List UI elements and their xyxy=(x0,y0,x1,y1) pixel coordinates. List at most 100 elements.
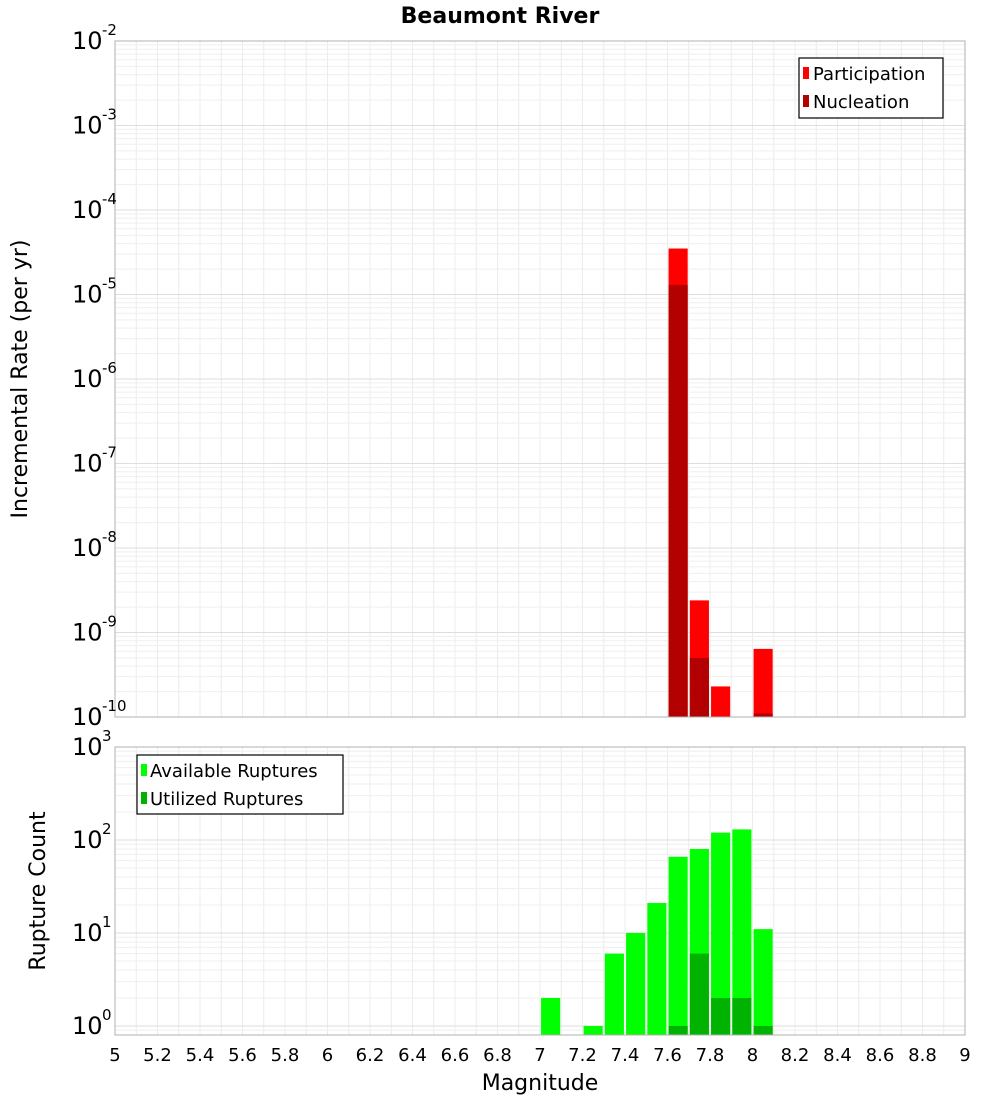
top-y-tick-exponent: -4 xyxy=(102,190,117,208)
utilized-ruptures-bar xyxy=(668,1025,688,1035)
top-y-tick-exponent: -10 xyxy=(102,697,127,715)
top-y-tick-label: 10 -2 xyxy=(72,21,117,55)
bottom-y-tick-base: 10 xyxy=(72,826,103,854)
x-tick-label: 8 xyxy=(747,1045,758,1066)
bottom-y-tick-exponent: 0 xyxy=(102,1006,112,1024)
top-y-tick-label: 10 -3 xyxy=(72,106,117,140)
x-tick-label: 8.4 xyxy=(823,1045,852,1066)
top-y-tick-label: 10 -4 xyxy=(72,190,117,224)
top-y-tick-exponent: -7 xyxy=(102,444,117,462)
top-y-tick-exponent: -6 xyxy=(102,359,117,377)
utilized-ruptures-bar xyxy=(711,997,731,1035)
bottom-y-tick-base: 10 xyxy=(72,919,103,947)
top-y-tick-label: 10 -8 xyxy=(72,528,117,562)
top-y-tick-base: 10 xyxy=(72,534,103,562)
available-ruptures-bar xyxy=(753,929,773,1035)
top-y-tick-base: 10 xyxy=(72,281,103,309)
top-y-tick-label: 10 -9 xyxy=(72,613,117,647)
nucleation-legend-swatch xyxy=(803,95,809,107)
top-y-tick-label: 10 -7 xyxy=(72,444,117,478)
utilized-ruptures-bar xyxy=(689,953,709,1035)
x-tick-label: 6.6 xyxy=(441,1045,470,1066)
available-ruptures-bar xyxy=(604,953,624,1035)
x-tick-label: 6 xyxy=(322,1045,333,1066)
x-tick-label: 5.8 xyxy=(271,1045,300,1066)
available-ruptures-bar xyxy=(583,1025,603,1035)
nucleation-legend-label: Nucleation xyxy=(813,92,909,113)
available-ruptures-bar xyxy=(732,829,752,1035)
bottom-y-tick-label: 10 3 xyxy=(72,727,112,761)
utilized-ruptures-legend-swatch xyxy=(141,792,147,804)
top-y-tick-label: 10 -6 xyxy=(72,359,117,393)
bottom-y-tick-base: 10 xyxy=(72,733,103,761)
bottom-legend-box xyxy=(136,754,344,815)
top-y-axis-label: Incremental Rate (per yr) xyxy=(8,240,33,519)
x-tick-label: 6.2 xyxy=(356,1045,385,1066)
x-tick-label: 6.8 xyxy=(483,1045,512,1066)
nucleation-bar xyxy=(753,713,773,717)
bottom-legend: Available Ruptures Utilized Ruptures xyxy=(136,754,344,815)
utilized-ruptures-legend-label: Utilized Ruptures xyxy=(150,789,303,810)
participation-legend-swatch xyxy=(803,67,809,79)
bottom-y-tick-label: 10 0 xyxy=(72,1006,112,1040)
top-y-tick-exponent: -2 xyxy=(102,21,117,39)
available-ruptures-legend-label: Available Ruptures xyxy=(150,761,318,782)
top-y-tick-base: 10 xyxy=(72,365,103,393)
participation-bar xyxy=(711,686,731,717)
x-tick-label: 6.4 xyxy=(398,1045,427,1066)
bottom-y-tick-exponent: 1 xyxy=(102,913,112,931)
nucleation-bar xyxy=(668,284,688,717)
bottom-y-axis-label: Rupture Count xyxy=(26,811,51,971)
x-tick-label: 5.6 xyxy=(228,1045,257,1066)
top-y-tick-exponent: -8 xyxy=(102,528,117,546)
top-y-tick-base: 10 xyxy=(72,703,103,731)
nucleation-bar xyxy=(689,657,709,717)
x-tick-label: 7.6 xyxy=(653,1045,682,1066)
available-ruptures-bar xyxy=(541,997,561,1035)
bottom-y-tick-exponent: 3 xyxy=(102,727,112,745)
utilized-ruptures-bar xyxy=(732,997,752,1035)
top-y-tick-exponent: -5 xyxy=(102,275,117,293)
available-ruptures-bar xyxy=(711,832,731,1035)
x-tick-label: 5.4 xyxy=(186,1045,215,1066)
available-ruptures-bar xyxy=(626,932,646,1035)
top-y-tick-exponent: -3 xyxy=(102,106,117,124)
bottom-plot-frame xyxy=(114,746,966,1036)
x-tick-label: 8.8 xyxy=(908,1045,937,1066)
x-tick-label: 8.2 xyxy=(781,1045,810,1066)
x-tick-label: 5.2 xyxy=(143,1045,172,1066)
bottom-bars xyxy=(541,829,773,1035)
top-y-tick-exponent: -9 xyxy=(102,613,117,631)
top-legend: Participation Nucleation xyxy=(798,57,944,119)
top-bars xyxy=(668,248,773,717)
x-tick-label: 7 xyxy=(534,1045,545,1066)
bottom-y-tick-exponent: 2 xyxy=(102,820,112,838)
utilized-ruptures-bar xyxy=(753,1025,773,1035)
top-y-tick-base: 10 xyxy=(72,196,103,224)
available-ruptures-bar xyxy=(647,903,667,1035)
x-axis-label: Magnitude xyxy=(482,1071,599,1096)
x-tick-label: 5 xyxy=(109,1045,120,1066)
top-grid xyxy=(114,40,966,718)
x-tick-label: 8.6 xyxy=(866,1045,895,1066)
participation-bar xyxy=(753,648,773,717)
x-tick-labels: 5 5.2 5.4 5.6 5.8 6 6.2 6.4 6.6 6.8 7 7.2 7.4 7.6 7.8 8… xyxy=(109,1045,970,1066)
available-ruptures-bar xyxy=(668,856,688,1035)
top-legend-box xyxy=(798,57,944,119)
participation-legend-label: Participation xyxy=(813,64,925,85)
bottom-y-tick-label: 10 1 xyxy=(72,913,112,947)
chart-title: Beaumont River xyxy=(401,4,600,29)
bottom-y-tick-base: 10 xyxy=(72,1012,103,1040)
top-y-tick-base: 10 xyxy=(72,112,103,140)
x-tick-label: 7.4 xyxy=(611,1045,640,1066)
top-y-tick-base: 10 xyxy=(72,27,103,55)
top-y-tick-label: 10 -10 xyxy=(72,697,127,731)
bottom-y-tick-label: 10 2 xyxy=(72,820,112,854)
x-tick-label: 9 xyxy=(959,1045,970,1066)
x-tick-label: 7.2 xyxy=(568,1045,597,1066)
